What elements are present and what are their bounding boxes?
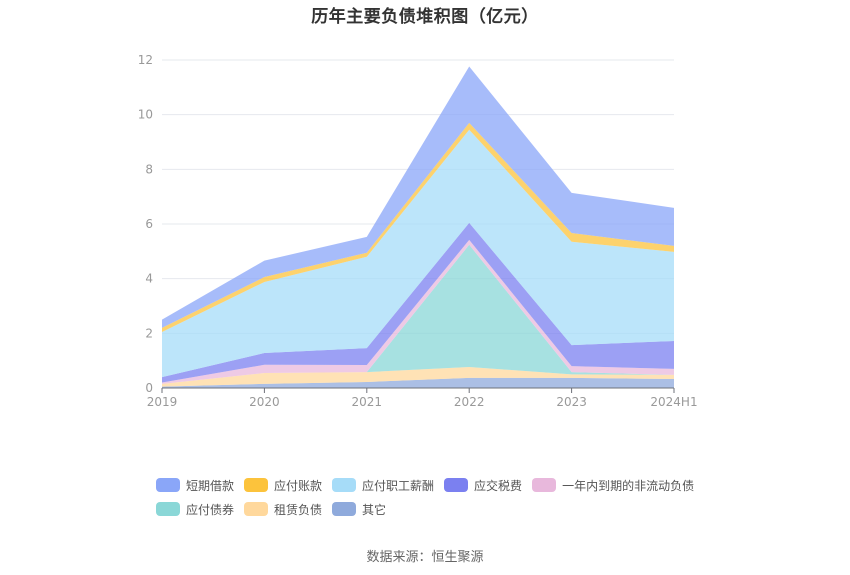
legend-item[interactable]: 应付职工薪酬: [332, 477, 434, 494]
legend-swatch-icon: [332, 478, 357, 492]
y-tick-label: 0: [145, 381, 153, 395]
legend-label: 短期借款: [186, 478, 235, 493]
area-series: [162, 239, 674, 384]
legend-item[interactable]: 一年内到期的非流动负债: [532, 477, 694, 494]
legend-swatch-icon: [156, 478, 180, 492]
y-tick-label: 6: [145, 217, 153, 231]
area-series: [162, 129, 674, 378]
legend-swatch-icon: [244, 502, 269, 516]
y-tick-label: 2: [145, 326, 153, 340]
legend-row-2: 应付债券 租赁负债 其它: [156, 497, 756, 521]
legend-row-1: 短期借款 应付账款 应付职工薪酬 应交税费 一年内到期的非流动负债: [156, 473, 756, 497]
legend-item[interactable]: 应交税费: [444, 477, 522, 494]
legend-label: 应付债券: [186, 502, 235, 517]
area-series: [162, 366, 674, 387]
legend-item[interactable]: 应付账款: [244, 477, 322, 494]
x-tick-label: 2021: [352, 395, 383, 409]
legend-label: 应付账款: [274, 478, 323, 493]
legend-label: 应付职工薪酬: [362, 478, 435, 493]
y-tick-label: 8: [145, 162, 153, 176]
chart-plot-area: 0 2 4 6 8 10 12 2019 2020 2021 2022 2023 2024H1: [138, 53, 698, 409]
x-tick-label: 2024H1: [650, 395, 697, 409]
x-tick-label: 2023: [556, 395, 587, 409]
legend-swatch-icon: [244, 478, 269, 492]
legend-label: 租赁负债: [274, 502, 323, 517]
y-tick-label: 10: [138, 108, 153, 122]
legend-item[interactable]: 租赁负债: [244, 501, 322, 518]
legend-label: 一年内到期的非流动负债: [562, 478, 695, 493]
legend-item[interactable]: 应付债券: [156, 501, 234, 518]
area-series: [162, 244, 674, 384]
legend-swatch-icon: [332, 502, 357, 516]
area-series: [162, 377, 674, 388]
legend-swatch-icon: [532, 478, 557, 492]
legend: 短期借款 应付账款 应付职工薪酬 应交税费 一年内到期的非流动负债 应付债券 租赁负债 其它: [156, 473, 756, 521]
axes: 2019 2020 2021 2022 2023 2024H1: [147, 387, 698, 409]
x-tick-label: 2019: [147, 395, 178, 409]
legend-swatch-icon: [444, 478, 469, 492]
area-series: [162, 66, 674, 328]
y-tick-label: 12: [138, 53, 153, 67]
chart-title: 历年主要负债堆积图（亿元）: [311, 7, 539, 27]
legend-item[interactable]: 短期借款: [156, 477, 234, 494]
legend-swatch-icon: [156, 502, 180, 516]
legend-label: 其它: [362, 502, 387, 517]
legend-item[interactable]: 其它: [332, 501, 386, 518]
area-series: [162, 222, 674, 383]
data-source-note: 数据来源：恒生聚源: [366, 550, 484, 565]
x-tick-label: 2022: [454, 395, 485, 409]
legend-label: 应交税费: [474, 478, 523, 493]
stacked-areas: [162, 66, 674, 388]
x-tick-label: 2020: [249, 395, 280, 409]
y-tick-label: 4: [145, 272, 153, 286]
